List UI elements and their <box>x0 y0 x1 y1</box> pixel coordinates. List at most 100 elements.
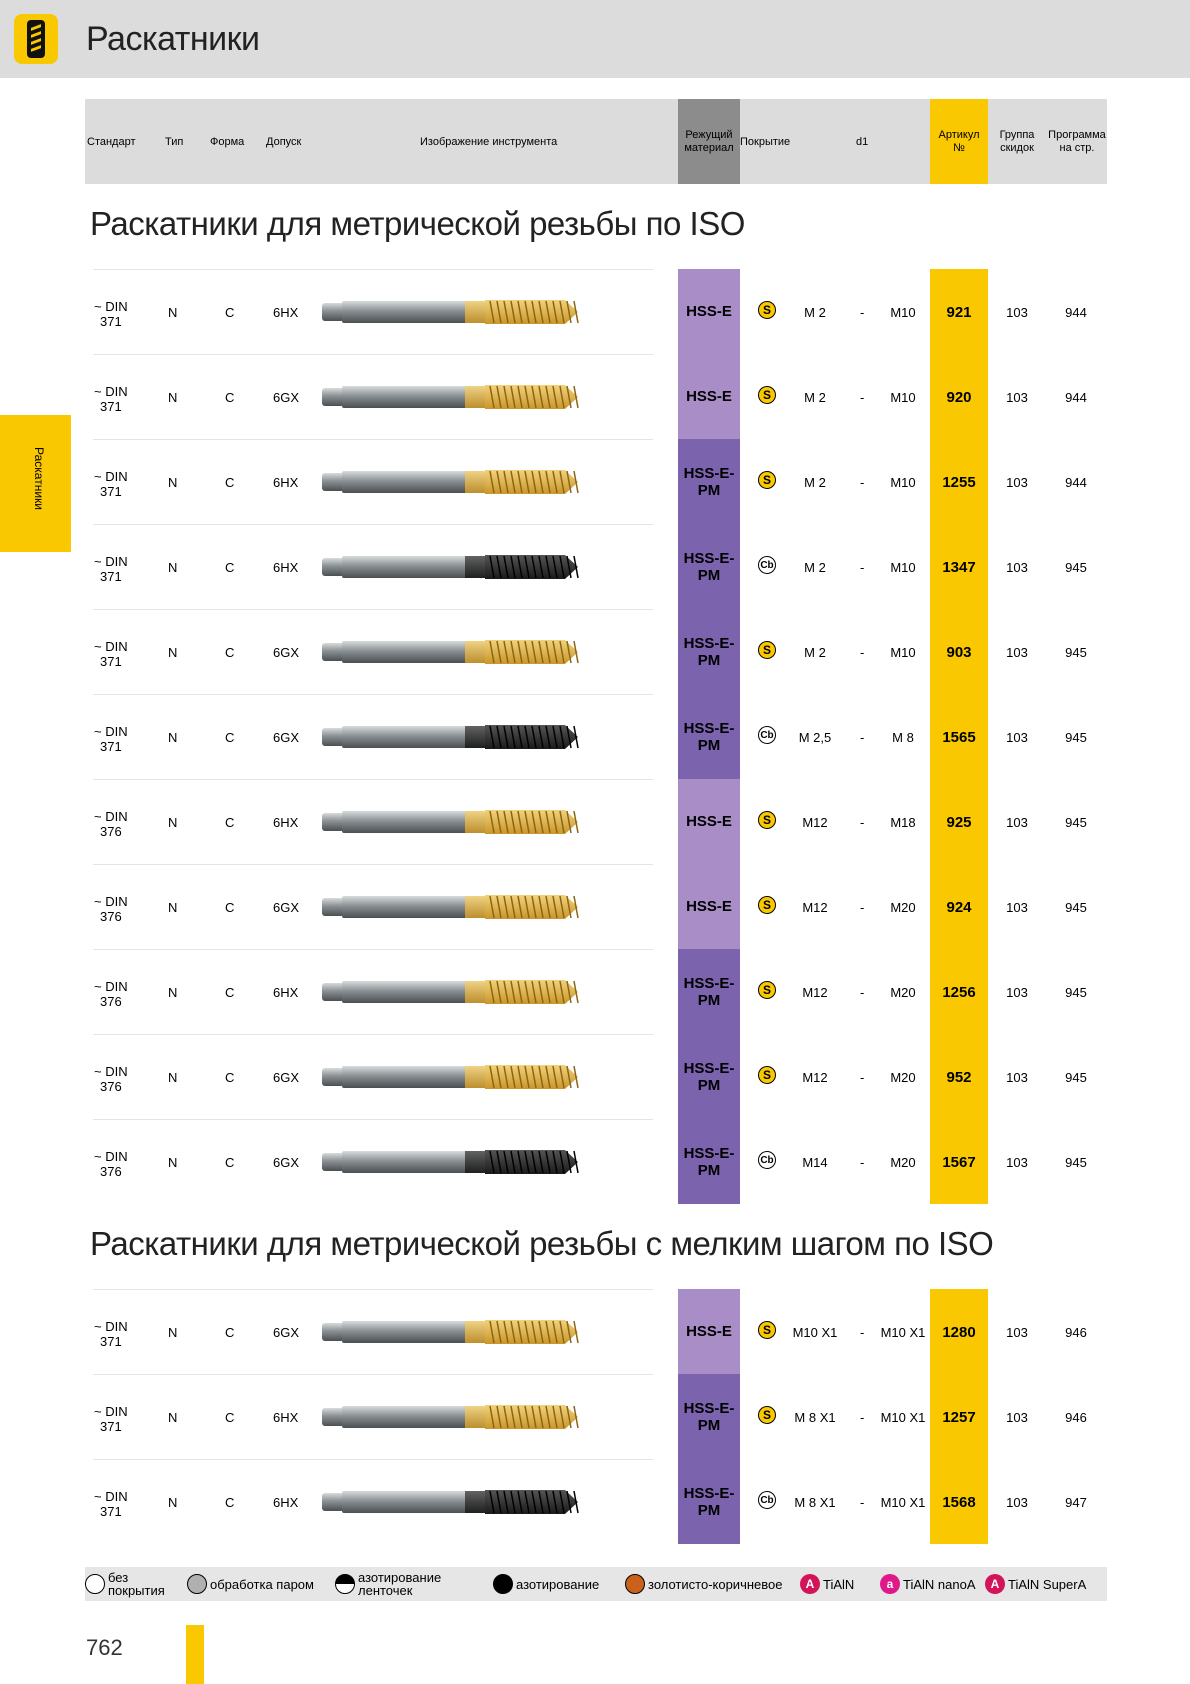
header-coating: Покрытие <box>740 136 791 148</box>
d1-separator: - <box>860 390 865 405</box>
header-program: Программа на стр. <box>1048 129 1106 154</box>
article-cell[interactable]: 903 <box>946 644 972 661</box>
program-page-cell[interactable]: 945 <box>1065 645 1087 660</box>
row-divider <box>93 1374 653 1375</box>
material-cell: HSS-E <box>678 269 740 354</box>
program-page-cell[interactable]: 944 <box>1065 305 1087 320</box>
discount-group-cell: 103 <box>1006 985 1028 1000</box>
program-page-cell[interactable]: 945 <box>1065 815 1087 830</box>
table-row[interactable]: ~ DIN 376 N C 6GX HSS-E S M12 - M20 924 103 945 <box>85 864 1107 949</box>
table-row[interactable]: ~ DIN 376 N C 6HX HSS-E S M12 - M18 925 103 945 <box>85 779 1107 864</box>
discount-group-cell: 103 <box>1006 305 1028 320</box>
legend-label: азотирование <box>516 1576 600 1592</box>
table-row[interactable]: ~ DIN 371 N C 6HX HSS-E- PM Cb M 2 - M10 1347 103 945 <box>85 524 1107 609</box>
page-marker <box>186 1625 204 1684</box>
program-page-cell[interactable]: 945 <box>1065 900 1087 915</box>
article-cell[interactable]: 1255 <box>942 474 976 491</box>
form-cell: C <box>225 730 235 745</box>
legend-label: золотисто-коричневое <box>648 1576 783 1592</box>
coating-circle-icon <box>493 1574 513 1594</box>
standard-cell: ~ DIN 376 <box>94 1149 128 1179</box>
d1-to-cell: M10 <box>890 560 916 575</box>
standard-cell: ~ DIN 371 <box>94 639 128 669</box>
table-row[interactable]: ~ DIN 371 N C 6HX HSS-E- PM Cb M 8 X1 - M10 X1 1568… <box>85 1459 1107 1544</box>
program-page-cell[interactable]: 946 <box>1065 1410 1087 1425</box>
d1-to-cell: M10 <box>890 305 916 320</box>
steam-coating-icon: S <box>758 896 776 914</box>
type-cell: N <box>168 1410 178 1425</box>
table-row[interactable]: ~ DIN 371 N C 6GX HSS-E S M 2 - M10 920 103 944 <box>85 354 1107 439</box>
article-cell[interactable]: 1568 <box>942 1494 976 1511</box>
type-cell: N <box>168 560 178 575</box>
article-cell[interactable]: 1347 <box>942 559 976 576</box>
material-cell: HSS-E- PM <box>678 949 740 1034</box>
table-row[interactable]: ~ DIN 376 N C 6HX HSS-E- PM S M12 - M20 1256 103 945 <box>85 949 1107 1034</box>
program-page-cell[interactable]: 945 <box>1065 985 1087 1000</box>
article-cell[interactable]: 1567 <box>942 1154 976 1171</box>
form-cell: C <box>225 1070 235 1085</box>
d1-from-cell: M 2 <box>804 560 826 575</box>
article-header-bg <box>930 99 988 184</box>
article-cell[interactable]: 925 <box>946 814 972 831</box>
steam-coating-icon: S <box>758 981 776 999</box>
legend-item: без покрытия <box>85 1567 165 1601</box>
tool-image <box>320 803 650 841</box>
table-row[interactable]: ~ DIN 376 N C 6GX HSS-E- PM S M12 - M20 952 103 945 <box>85 1034 1107 1119</box>
legend-item: азотирование ленточек <box>335 1567 441 1601</box>
article-cell[interactable]: 1565 <box>942 729 976 746</box>
table-row[interactable]: ~ DIN 371 N C 6HX HSS-E- PM S M 2 - M10 1255 103 944 <box>85 439 1107 524</box>
tolerance-cell: 6HX <box>273 815 299 830</box>
tolerance-cell: 6GX <box>273 1155 300 1170</box>
material-cell: HSS-E- PM <box>678 524 740 609</box>
standard-cell: ~ DIN 371 <box>94 554 128 584</box>
type-cell: N <box>168 1070 178 1085</box>
table-row[interactable]: ~ DIN 371 N C 6GX HSS-E- PM S M 2 - M10 903 103 945 <box>85 609 1107 694</box>
row-divider <box>93 609 653 610</box>
legend-label: обработка паром <box>210 1576 314 1592</box>
discount-group-cell: 103 <box>1006 1155 1028 1170</box>
table-row[interactable]: ~ DIN 371 N C 6GX HSS-E- PM Cb M 2,5 - M 8 1565 103 9… <box>85 694 1107 779</box>
article-cell[interactable]: 1256 <box>942 984 976 1001</box>
article-cell[interactable]: 921 <box>946 304 972 321</box>
cb-coating-icon: Cb <box>758 556 776 574</box>
table-row[interactable]: ~ DIN 371 N C 6HX HSS-E S M 2 - M10 921 103 944 <box>85 269 1107 354</box>
material-cell: HSS-E <box>678 864 740 949</box>
table-row[interactable]: ~ DIN 371 N C 6GX HSS-E S M10 X1- M10 X1 1280 103 9… <box>85 1289 1107 1374</box>
article-cell[interactable]: 924 <box>946 899 972 916</box>
tolerance-cell: 6HX <box>273 985 299 1000</box>
program-page-cell[interactable]: 945 <box>1065 560 1087 575</box>
steam-coating-icon: S <box>758 811 776 829</box>
article-cell[interactable]: 1280 <box>942 1324 976 1341</box>
article-cell[interactable]: 952 <box>946 1069 972 1086</box>
program-page-cell[interactable]: 944 <box>1065 390 1087 405</box>
d1-from-cell: M12 <box>802 900 828 915</box>
tolerance-cell: 6HX <box>273 1495 299 1510</box>
standard-cell: ~ DIN 376 <box>94 1064 128 1094</box>
tool-image <box>320 1143 650 1181</box>
standard-cell: ~ DIN 371 <box>94 469 128 499</box>
row-divider <box>93 524 653 525</box>
tool-image <box>320 718 650 756</box>
table-row[interactable]: ~ DIN 371 N C 6HX HSS-E- PM S M 8 X1 - M10 X1 1257 1… <box>85 1374 1107 1459</box>
legend-item: A TiAlN SuperA <box>985 1567 1086 1601</box>
side-tab[interactable]: Раскатники <box>0 415 71 552</box>
tool-image <box>320 1398 650 1436</box>
page-title: Раскатники <box>86 20 260 58</box>
d1-from-cell: M 2 <box>804 475 826 490</box>
program-page-cell[interactable]: 944 <box>1065 475 1087 490</box>
program-page-cell[interactable]: 945 <box>1065 1070 1087 1085</box>
row-divider <box>93 269 653 270</box>
table-row[interactable]: ~ DIN 376 N C 6GX HSS-E- PM Cb M14 - M20 1567 103 945 <box>85 1119 1107 1204</box>
article-cell[interactable]: 920 <box>946 389 972 406</box>
d1-to-cell: M20 <box>890 985 916 1000</box>
program-page-cell[interactable]: 947 <box>1065 1495 1087 1510</box>
discount-group-cell: 103 <box>1006 390 1028 405</box>
legend-item: a TiAlN nanoA <box>880 1567 976 1601</box>
program-page-cell[interactable]: 945 <box>1065 730 1087 745</box>
article-column-band <box>930 269 988 1204</box>
program-page-cell[interactable]: 945 <box>1065 1155 1087 1170</box>
d1-to-cell: M10 X1 <box>880 1410 926 1425</box>
column-header: Стандарт Тип Форма Допуск Изображение ин… <box>85 99 1107 184</box>
program-page-cell[interactable]: 946 <box>1065 1325 1087 1340</box>
article-cell[interactable]: 1257 <box>942 1409 976 1426</box>
